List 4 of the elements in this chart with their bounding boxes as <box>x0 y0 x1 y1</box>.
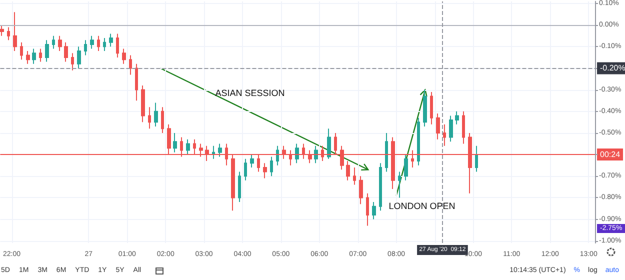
ref-line-label: -0.20% <box>600 64 625 73</box>
annotation: LONDON OPEN <box>388 201 456 211</box>
annotation: ASIAN SESSION <box>215 88 285 98</box>
text: 00:24 <box>600 150 621 160</box>
